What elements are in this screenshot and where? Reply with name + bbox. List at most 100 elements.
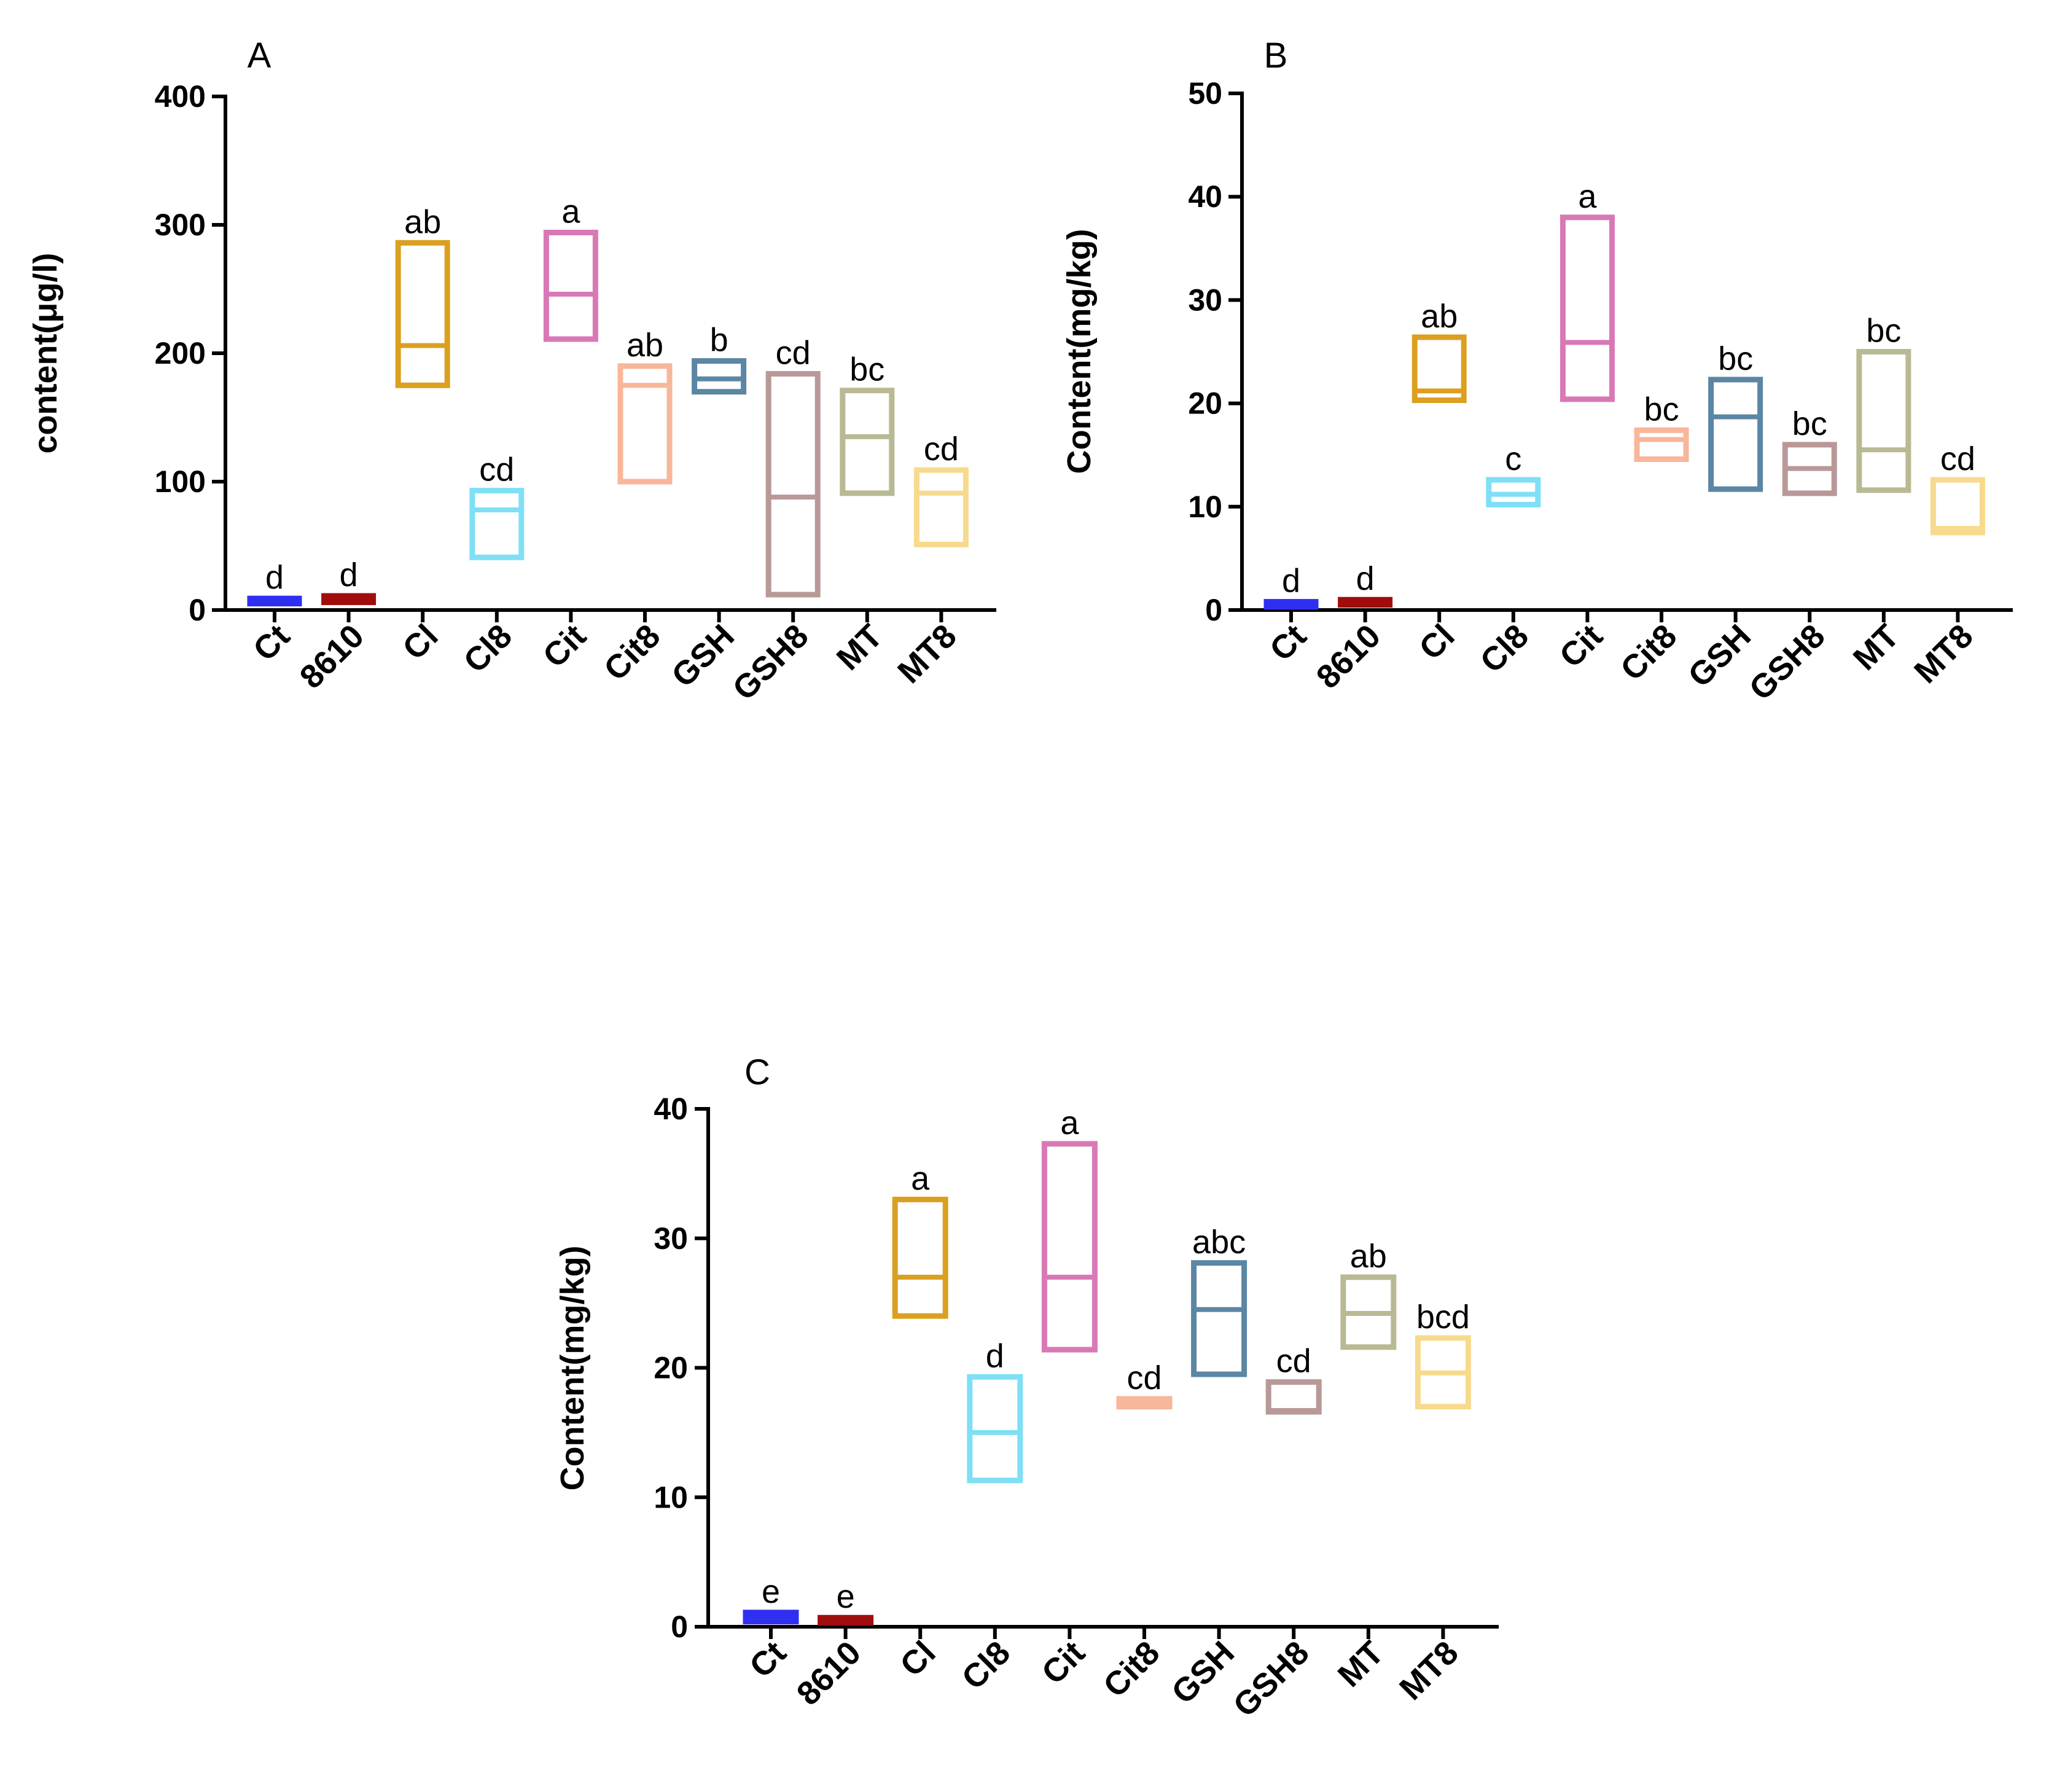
chart-panel-c: C Content(mg/kg) 0 10 20 30 40 Ct e 8610 e Cl a Cl8 d C… — [554, 1052, 1499, 1724]
x-tick-label: Cl — [1412, 617, 1462, 667]
box-cl8 — [469, 488, 525, 560]
y-axis-title: content(μg/l) — [27, 253, 64, 454]
x-tick-label: Cit — [536, 617, 593, 675]
significance-label: e — [837, 1578, 855, 1615]
y-tick-label: 40 — [654, 1092, 688, 1126]
significance-label: a — [1578, 178, 1597, 215]
box-mt8 — [1930, 477, 1985, 536]
box-cl8 — [967, 1374, 1023, 1484]
significance-label: cd — [924, 431, 959, 468]
significance-label: cd — [1276, 1343, 1311, 1380]
y-tick-label: 10 — [1188, 490, 1222, 524]
box-cl — [1412, 334, 1467, 404]
x-tick-label: Cit — [1553, 617, 1610, 675]
x-tick-label: Cit8 — [597, 617, 668, 688]
significance-label: bc — [1644, 391, 1679, 428]
x-tick-label: MT8 — [1392, 1634, 1466, 1707]
y-tick-label: 50 — [1188, 76, 1222, 111]
y-tick-label: 100 — [155, 464, 206, 499]
box-cit8 — [617, 363, 673, 485]
y-tick-label: 200 — [155, 336, 206, 370]
x-tick-label: Cl8 — [955, 1634, 1017, 1697]
box-gsh — [1191, 1260, 1248, 1377]
significance-label: d — [340, 557, 358, 593]
significance-label: e — [762, 1573, 780, 1610]
significance-label: c — [1505, 440, 1521, 477]
significance-label: d — [1282, 563, 1300, 600]
box-mt — [1856, 349, 1911, 493]
y-tick-label: 10 — [654, 1480, 688, 1514]
x-tick-label: Ct — [246, 617, 297, 668]
x-tick-label: Cl — [893, 1634, 943, 1684]
y-tick-label: 40 — [1188, 179, 1222, 214]
panel-letter: C — [744, 1052, 770, 1092]
significance-label: ab — [1350, 1238, 1387, 1275]
y-tick-label: 0 — [671, 1610, 688, 1644]
x-tick-label: Cit8 — [1614, 617, 1684, 688]
y-tick-label: 30 — [654, 1221, 688, 1256]
x-tick-label: Cl8 — [1473, 617, 1536, 680]
significance-label: cd — [1940, 440, 1975, 477]
significance-label: a — [1060, 1105, 1079, 1141]
significance-label: ab — [1421, 298, 1458, 335]
chart-panel-b: B Content(mg/kg) 0 10 20 30 40 50 Ct d 8610 d Cl ab Cl… — [1061, 36, 2013, 707]
significance-label: d — [265, 559, 284, 596]
significance-label: ab — [627, 327, 663, 364]
significance-label: bc — [849, 351, 884, 388]
y-tick-label: 0 — [189, 593, 206, 627]
y-tick-label: 30 — [1188, 283, 1222, 317]
box-gsh — [1708, 377, 1763, 492]
x-tick-label: Cl8 — [456, 617, 519, 680]
box-cit — [1560, 214, 1615, 402]
panel-letter: A — [248, 36, 271, 76]
y-axis-title: Content(mg/kg) — [1061, 229, 1098, 474]
y-axis-title: Content(mg/kg) — [554, 1246, 591, 1491]
x-tick-label: GSH8 — [1226, 1634, 1316, 1724]
significance-label: bc — [1792, 405, 1827, 442]
significance-label: a — [911, 1160, 930, 1197]
y-tick-label: 400 — [155, 79, 206, 114]
x-tick-label: Ct — [1263, 617, 1314, 668]
box-cit8 — [1634, 427, 1689, 462]
significance-label: cd — [776, 334, 811, 371]
x-tick-label: GSH8 — [725, 617, 815, 707]
x-tick-label: MT — [830, 617, 890, 678]
significance-label: d — [986, 1337, 1004, 1374]
box-gsh — [692, 358, 747, 395]
significance-label: b — [710, 322, 728, 359]
x-tick-label: 8610 — [790, 1634, 868, 1712]
box-cit — [543, 230, 598, 342]
significance-label: bcd — [1416, 1299, 1470, 1336]
box-mt8 — [913, 467, 969, 547]
chart-panel-a: Acontent(μg/l)0100200300400Ctd8610dClabC… — [27, 36, 996, 707]
box-gsh8 — [1265, 1379, 1322, 1415]
panel-letter: B — [1264, 36, 1288, 76]
significance-label: a — [561, 194, 580, 230]
y-tick-label: 20 — [1188, 386, 1222, 421]
x-tick-label: Ct — [743, 1634, 794, 1685]
y-tick-label: 20 — [654, 1351, 688, 1385]
box-mt — [840, 388, 895, 496]
y-tick-label: 0 — [1205, 593, 1222, 627]
box-gsh8 — [765, 370, 821, 598]
significance-label: cd — [479, 452, 514, 488]
x-tick-label: MT — [1331, 1634, 1391, 1694]
x-tick-label: Cit8 — [1096, 1634, 1167, 1705]
significance-label: bc — [1866, 313, 1901, 350]
x-tick-label: 8610 — [1310, 617, 1388, 695]
x-tick-label: GSH8 — [1742, 617, 1832, 707]
x-tick-label: Cit — [1035, 1634, 1092, 1691]
x-tick-label: MT — [1846, 617, 1907, 678]
x-tick-label: MT8 — [1907, 617, 1980, 691]
x-tick-label: Cl — [396, 617, 445, 667]
box-cl — [395, 240, 450, 388]
significance-label: bc — [1718, 340, 1753, 377]
significance-label: ab — [404, 203, 441, 240]
y-tick-label: 300 — [155, 208, 206, 242]
significance-label: abc — [1192, 1224, 1246, 1261]
x-tick-label: 8610 — [293, 617, 371, 695]
box-cl — [892, 1197, 948, 1319]
significance-label: cd — [1126, 1360, 1162, 1396]
significance-label: d — [1356, 560, 1375, 597]
